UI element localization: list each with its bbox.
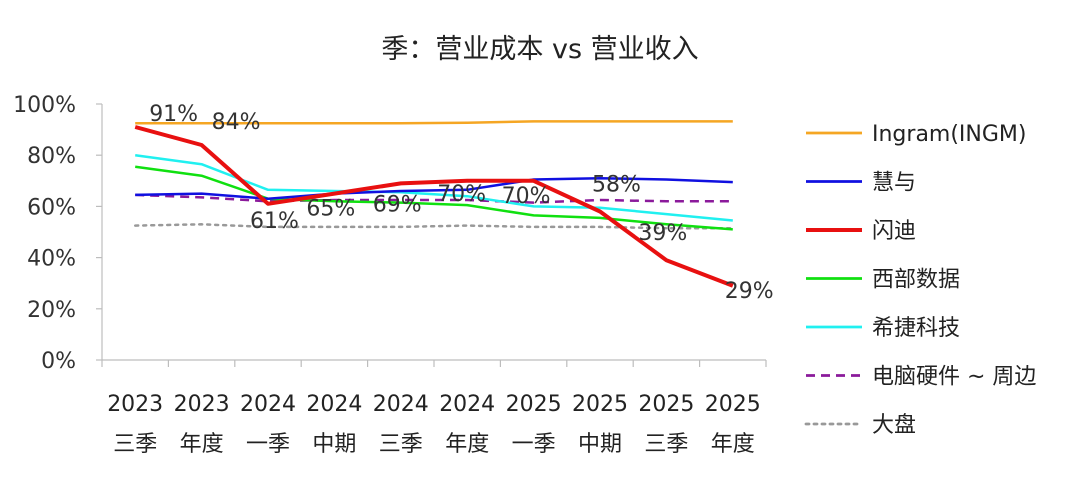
x-tick-label-period: 年度 (711, 432, 755, 457)
x-tick-label-period: 年度 (445, 432, 489, 457)
x-tick-label-period: 一季 (512, 432, 556, 457)
x-tick-label-period: 中期 (312, 432, 356, 457)
y-tick-label: 100% (13, 93, 76, 118)
data-label: 58% (592, 173, 641, 198)
x-tick-label-year: 2023 (107, 392, 163, 417)
x-tick-label-period: 一季 (246, 432, 290, 457)
chart-title: 季：营业成本 vs 营业收入 (381, 34, 698, 65)
legend-label: 电脑硬件 ~ 周边 (872, 365, 1036, 390)
x-tick-label-year: 2025 (705, 392, 761, 417)
x-tick-label-period: 三季 (379, 432, 423, 457)
x-tick-label-year: 2024 (240, 392, 296, 417)
data-label: 65% (306, 197, 355, 222)
legend-label: 慧与 (872, 171, 916, 196)
legend-label: 西部数据 (872, 268, 960, 293)
x-tick-label-year: 2023 (174, 392, 230, 417)
x-tick-label-period: 年度 (180, 432, 224, 457)
data-label: 61% (250, 209, 299, 234)
x-tick-label-period: 中期 (578, 432, 622, 457)
x-tick-label-period: 三季 (113, 432, 157, 457)
x-tick-label-year: 2024 (439, 392, 495, 417)
y-tick-label: 0% (41, 349, 76, 374)
series-line-1 (135, 176, 733, 200)
series-line-3 (135, 165, 733, 231)
y-tick-label: 80% (27, 144, 76, 169)
data-label: 29% (725, 279, 774, 304)
series-line-2 (134, 125, 734, 288)
data-label: 70% (502, 184, 551, 209)
x-tick-label-year: 2025 (638, 392, 694, 417)
data-label: 91% (149, 102, 198, 127)
data-label: 70% (437, 182, 486, 207)
legend-label: 闪迪 (872, 219, 916, 244)
y-tick-label: 20% (27, 298, 76, 323)
legend-label: 大盘 (872, 413, 916, 438)
x-tick-label-year: 2024 (373, 392, 429, 417)
data-label: 69% (373, 192, 422, 217)
series-layer (133, 120, 735, 288)
data-labels: 91% 84% 61% 65% 69% 70% 70% 58% 39% 29% (149, 102, 774, 304)
y-tick-label: 40% (27, 247, 76, 272)
x-tick-label-year: 2025 (506, 392, 562, 417)
series-line-0 (135, 120, 733, 125)
x-tick-label-year: 2024 (306, 392, 362, 417)
data-label: 39% (638, 221, 687, 246)
legend-label: 希捷科技 (872, 316, 960, 341)
series-line-5 (135, 193, 733, 204)
x-tick-label-year: 2025 (572, 392, 628, 417)
x-tick-label-period: 三季 (644, 432, 688, 457)
axes: 0% 20% 40% 60% 80% 100% 2023 三季 2023 年度 2024 一季 2024… (13, 93, 767, 457)
series-line-6 (133, 223, 735, 230)
y-tick-label: 60% (27, 195, 76, 220)
legend-label: Ingram(INGM) (872, 122, 1027, 147)
data-label: 84% (212, 110, 261, 135)
